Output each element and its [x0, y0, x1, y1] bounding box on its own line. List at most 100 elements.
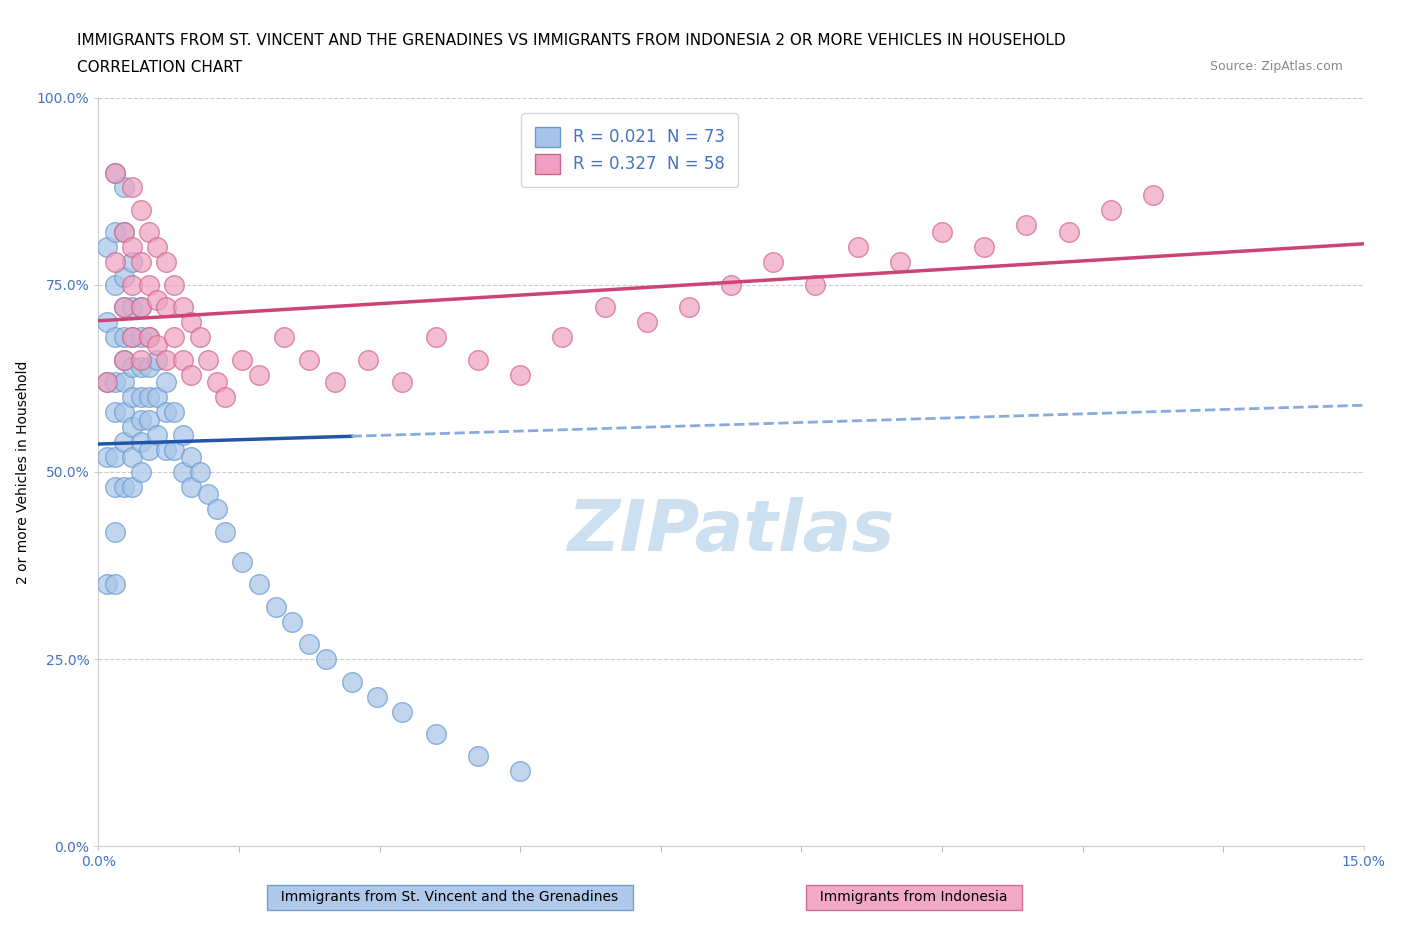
Point [298, 352, 321, 367]
Point [138, 412, 160, 427]
Point [121, 330, 143, 345]
Point [467, 749, 489, 764]
Point [129, 255, 152, 270]
Point [138, 442, 160, 457]
Point [129, 390, 152, 405]
Point [197, 352, 219, 367]
Point [180, 315, 202, 330]
Point [121, 480, 143, 495]
Point [121, 240, 143, 255]
Point [180, 480, 202, 495]
Point [112, 225, 135, 240]
Text: CORRELATION CHART: CORRELATION CHART [77, 60, 242, 75]
Point [129, 412, 152, 427]
Point [121, 180, 143, 195]
Point [315, 652, 337, 667]
Point [138, 330, 160, 345]
Point [104, 166, 127, 180]
Point [172, 299, 194, 314]
Point [804, 277, 827, 292]
Point [214, 525, 236, 539]
Point [180, 367, 202, 382]
Point [357, 352, 380, 367]
Point [188, 330, 211, 345]
Point [129, 465, 152, 480]
Point [129, 330, 152, 345]
Point [129, 434, 152, 449]
Point [846, 240, 869, 255]
Point [155, 352, 177, 367]
Point [180, 449, 202, 464]
Point [138, 390, 160, 405]
Point [138, 225, 160, 240]
Point [636, 315, 658, 330]
Point [104, 525, 127, 539]
Point [121, 299, 143, 314]
Point [104, 166, 127, 180]
Point [214, 390, 236, 405]
Point [121, 449, 143, 464]
Point [391, 704, 413, 719]
Point [155, 255, 177, 270]
Point [112, 299, 135, 314]
Point [104, 480, 127, 495]
Point [138, 277, 160, 292]
Point [146, 352, 169, 367]
Point [425, 330, 447, 345]
Point [112, 352, 135, 367]
Point [273, 330, 295, 345]
Point [121, 419, 143, 434]
Point [298, 637, 321, 652]
Point [104, 225, 127, 240]
Point [155, 375, 177, 390]
Point [129, 360, 152, 375]
Point [205, 502, 228, 517]
Point [366, 689, 388, 704]
Point [138, 330, 160, 345]
Point [231, 352, 253, 367]
Point [112, 352, 135, 367]
Point [163, 442, 186, 457]
Point [112, 299, 135, 314]
Point [121, 277, 143, 292]
Point [163, 330, 186, 345]
Point [104, 449, 127, 464]
Point [112, 180, 135, 195]
Point [1142, 188, 1164, 203]
Point [96, 375, 118, 390]
Point [146, 240, 169, 255]
Point [146, 292, 169, 307]
Point [973, 240, 995, 255]
Point [104, 405, 127, 419]
Point [264, 599, 287, 614]
Point [104, 277, 127, 292]
Point [129, 299, 152, 314]
Point [121, 360, 143, 375]
Point [155, 299, 177, 314]
Point [172, 352, 194, 367]
Point [96, 375, 118, 390]
Point [678, 299, 700, 314]
Point [509, 367, 531, 382]
Point [509, 764, 531, 779]
Point [96, 315, 118, 330]
Point [104, 577, 127, 591]
Point [551, 330, 574, 345]
Legend: R = 0.021  N = 73, R = 0.327  N = 58: R = 0.021 N = 73, R = 0.327 N = 58 [522, 113, 738, 188]
Point [467, 352, 489, 367]
Point [391, 375, 413, 390]
Point [112, 480, 135, 495]
Text: Immigrants from St. Vincent and the Grenadines: Immigrants from St. Vincent and the Gren… [273, 890, 627, 905]
Point [112, 405, 135, 419]
Point [121, 255, 143, 270]
Point [146, 427, 169, 442]
Point [96, 449, 118, 464]
Point [281, 615, 304, 630]
Point [247, 577, 270, 591]
Point [112, 330, 135, 345]
Point [247, 367, 270, 382]
Point [931, 225, 953, 240]
Point [720, 277, 742, 292]
Point [205, 375, 228, 390]
Text: Immigrants from Indonesia: Immigrants from Indonesia [811, 890, 1017, 905]
